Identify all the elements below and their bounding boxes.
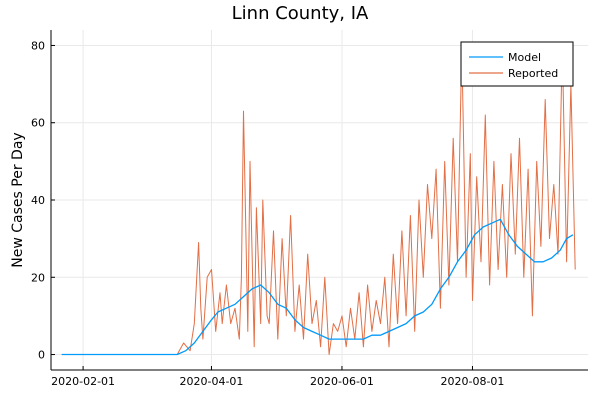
y-tick-labels: 0 20 40 60 80 [31, 39, 55, 362]
legend: Model Reported [460, 41, 574, 87]
series-layer [61, 45, 576, 356]
x-tick-labels: 2020-02-01 2020-04-01 2020-06-01 2020-08-01 [51, 366, 504, 388]
x-tick-label: 2020-02-01 [51, 375, 115, 388]
chart-title: Linn County, IA [232, 3, 369, 24]
x-tick-label: 2020-04-01 [179, 375, 243, 388]
reported-series-line [61, 45, 576, 355]
x-tick-label: 2020-06-01 [310, 375, 374, 388]
y-tick-label: 20 [31, 271, 45, 284]
y-tick-label: 40 [31, 194, 45, 207]
legend-box [460, 41, 574, 87]
legend-model-label: Model [508, 51, 541, 64]
y-tick-label: 0 [38, 349, 45, 362]
legend-reported-label: Reported [508, 67, 558, 80]
model-series-line [61, 218, 574, 356]
y-axis-label: New Cases Per Day [10, 132, 26, 267]
y-tick-label: 80 [31, 39, 45, 52]
x-tick-label: 2020-08-01 [441, 375, 505, 388]
y-tick-label: 60 [31, 117, 45, 130]
